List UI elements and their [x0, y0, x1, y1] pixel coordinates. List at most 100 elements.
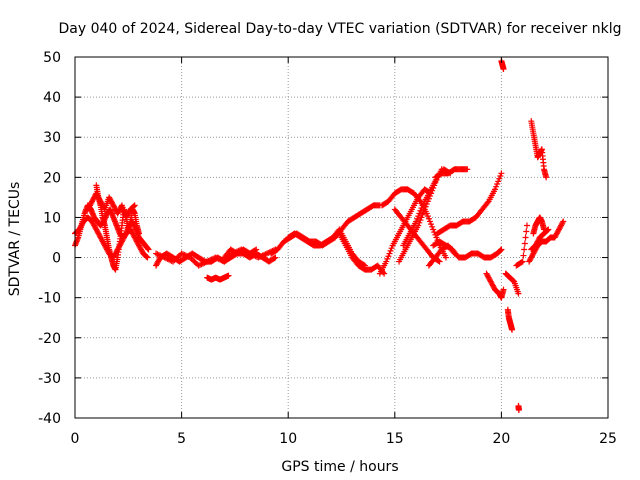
data-point: [413, 218, 420, 225]
data-point: [435, 257, 442, 264]
chart-title: Day 040 of 2024, Sidereal Day-to-day VTE…: [59, 21, 622, 37]
data-point: [414, 215, 421, 222]
series-mid-17-19: [434, 170, 505, 237]
x-tick-label: 15: [386, 431, 404, 447]
data-point: [544, 227, 551, 234]
data-point: [253, 246, 260, 253]
data-point: [428, 221, 435, 228]
data-point: [543, 174, 550, 181]
data-points: [72, 58, 567, 413]
data-point: [495, 178, 502, 185]
x-tick-label: 10: [279, 431, 297, 447]
series-rise-9-14: [268, 202, 383, 257]
data-point: [145, 246, 152, 253]
data-point: [426, 218, 433, 225]
series-spike-20: [498, 58, 507, 73]
data-point: [494, 181, 501, 188]
y-tick-label: 20: [43, 170, 61, 186]
data-point: [519, 258, 526, 265]
data-point: [144, 254, 151, 261]
data-point: [386, 250, 393, 257]
data-point: [388, 245, 395, 252]
data-point: [252, 247, 259, 254]
data-point: [423, 210, 430, 217]
data-point: [498, 170, 505, 177]
data-point: [433, 234, 440, 241]
data-point: [385, 253, 392, 260]
data-point: [383, 258, 390, 265]
data-point: [497, 247, 504, 254]
y-tick-label: 10: [43, 210, 61, 226]
data-point: [384, 255, 391, 262]
data-point: [509, 326, 516, 333]
data-point: [436, 258, 443, 265]
data-point: [450, 249, 457, 256]
x-axis: 0 5 10 15 20 25: [71, 57, 617, 447]
data-point: [493, 183, 500, 190]
data-point: [451, 250, 458, 257]
data-point: [387, 247, 394, 254]
data-point: [492, 186, 499, 193]
series-drop-20.5: [504, 306, 516, 333]
series-low-17-19: [430, 238, 505, 261]
data-point: [497, 172, 504, 179]
x-tick-label: 25: [599, 431, 617, 447]
y-tick-label: -40: [38, 411, 61, 427]
data-point: [523, 228, 530, 235]
data-point: [523, 222, 530, 229]
series-cluster-21.5b: [530, 214, 548, 237]
data-point: [515, 406, 522, 413]
series-sparse-19-21: [483, 270, 507, 301]
x-tick-label: 5: [177, 431, 186, 447]
data-point: [500, 286, 507, 293]
data-point: [545, 226, 552, 233]
data-point: [515, 290, 522, 297]
x-axis-title: GPS time / hours: [281, 459, 398, 475]
series-upper-17-18: [432, 166, 471, 181]
data-point: [135, 230, 142, 237]
series-outlier-20.8: [515, 402, 522, 413]
data-point: [130, 203, 137, 210]
data-point: [272, 254, 279, 261]
data-point: [559, 219, 566, 226]
data-point: [225, 272, 232, 279]
series-descend-15-17: [391, 206, 443, 265]
y-axis-title: SDTVAR / TECUs: [7, 182, 23, 297]
data-point: [419, 211, 426, 218]
data-point: [418, 214, 425, 221]
y-tick-label: 0: [52, 251, 61, 267]
data-point: [484, 199, 491, 206]
data-point: [498, 246, 505, 253]
series-cluster-21.5: [528, 118, 550, 181]
series-descend-17-19: [425, 242, 458, 269]
data-point: [429, 223, 436, 230]
data-point: [416, 210, 423, 217]
data-point: [518, 259, 525, 266]
data-point: [522, 234, 529, 241]
series-bump-7-8: [221, 246, 260, 261]
data-point: [417, 217, 424, 224]
grid: [75, 57, 608, 418]
data-point: [424, 213, 431, 220]
data-point: [416, 219, 423, 226]
data-point: [131, 202, 138, 209]
data-point: [415, 213, 422, 220]
data-point: [417, 207, 424, 214]
data-point: [500, 66, 507, 73]
series-dip-6-7: [204, 272, 232, 283]
series-cluster-21.5d: [528, 226, 552, 253]
y-tick-label: -30: [38, 371, 61, 387]
y-axis: -40 -30 -20 -10 0 10 20 30 40 50: [38, 50, 608, 427]
x-tick-label: 0: [71, 431, 80, 447]
series-cluster-21.5c: [526, 218, 567, 265]
data-point: [496, 175, 503, 182]
data-point: [521, 240, 528, 247]
data-point: [416, 197, 423, 204]
data-point: [271, 255, 278, 262]
data-point: [425, 215, 432, 222]
data-point: [521, 246, 528, 253]
series-pt-21: [513, 222, 530, 269]
y-tick-label: 40: [43, 90, 61, 106]
series-wave-10-12: [285, 226, 368, 269]
data-point: [431, 229, 438, 236]
